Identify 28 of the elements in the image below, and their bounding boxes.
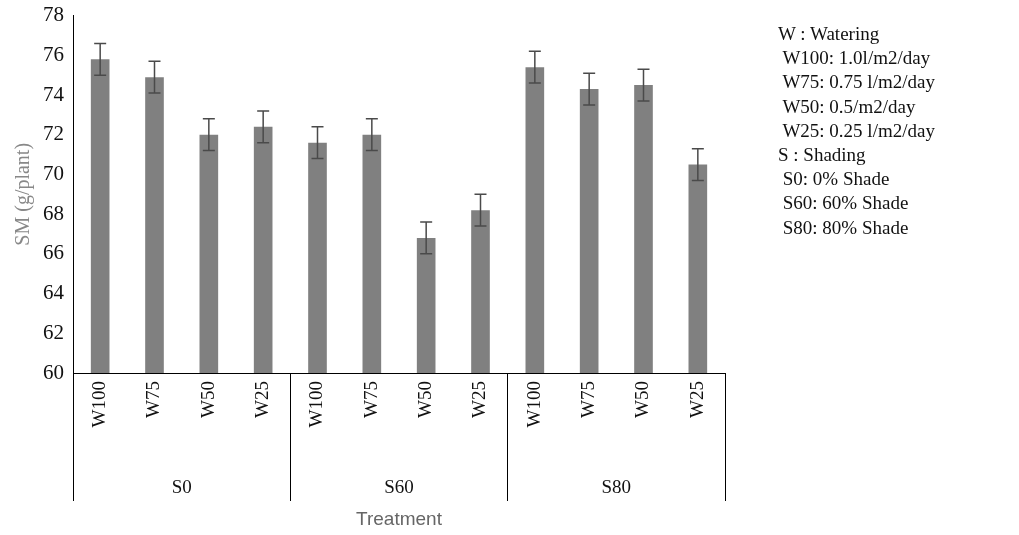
x-tick-label: W50 xyxy=(196,381,218,418)
x-tick-label: W25 xyxy=(468,381,490,418)
x-axis-title: Treatment xyxy=(356,507,443,529)
x-tick-label: W100 xyxy=(522,381,544,428)
text: S80 xyxy=(601,475,632,497)
text: S60 xyxy=(384,475,414,497)
y-tick-label: 68 xyxy=(43,200,64,225)
x-tick-label: W25 xyxy=(251,381,273,418)
x-tick-label: W25 xyxy=(685,381,707,418)
y-tick-label: 66 xyxy=(43,240,64,265)
x-tick-label: W100 xyxy=(305,381,327,428)
text: W : Watering W100: 1.0l/m2/day W75: 0.75 l/m2/day W50: 0.5/m2/day W25: 0.25 l/m2/day S : Shading S0: 0% Shade S60: 60% Shade S80: 80% Shade xyxy=(778,23,935,238)
x-tick-label: W75 xyxy=(142,381,164,418)
y-axis-title: SM (g/plant) xyxy=(11,142,35,246)
x-tick-label: W50 xyxy=(414,381,436,418)
x-tick-label: W50 xyxy=(631,381,653,418)
y-tick-label: 64 xyxy=(43,280,65,305)
y-tick-label: 70 xyxy=(43,160,64,185)
y-tick-label: 62 xyxy=(43,319,64,344)
x-tick-label: W75 xyxy=(359,381,381,418)
text: S0 xyxy=(171,475,192,497)
x-tick-label: W75 xyxy=(577,381,599,418)
x-tick-label: W100 xyxy=(88,381,110,428)
y-tick-label: 74 xyxy=(43,81,65,106)
y-tick-label: 72 xyxy=(43,121,64,146)
y-tick-label: 76 xyxy=(43,41,64,66)
y-tick-label: 60 xyxy=(43,359,64,384)
y-tick-label: 78 xyxy=(43,2,64,27)
